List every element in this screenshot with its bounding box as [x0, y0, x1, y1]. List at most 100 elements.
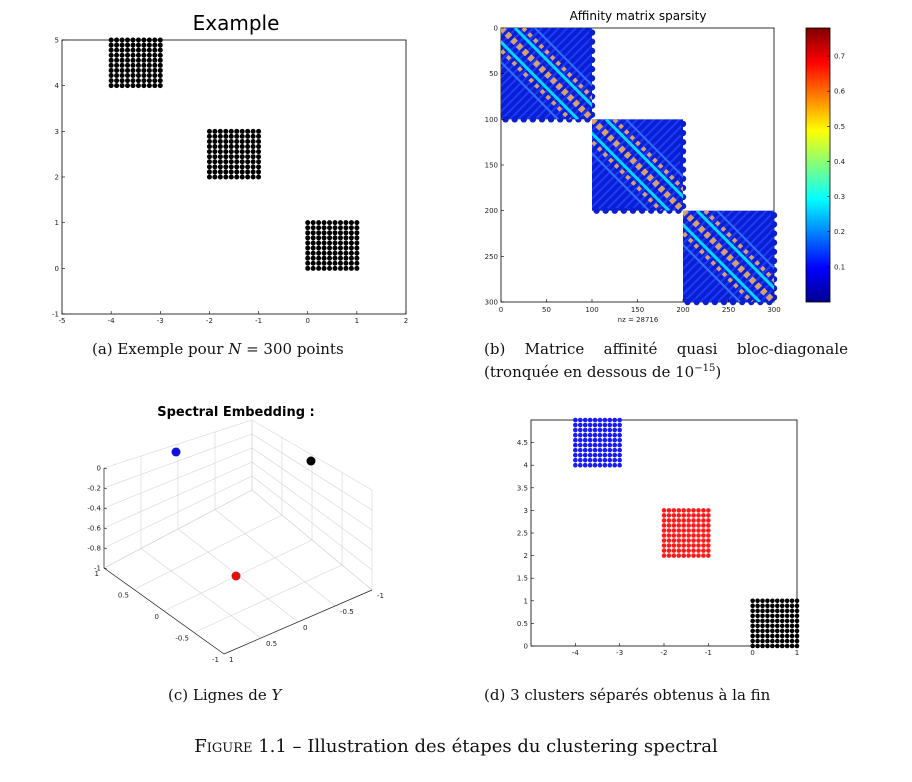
data-point-cluster-3	[348, 220, 354, 226]
data-point-cluster-3	[332, 240, 338, 246]
data-point-cluster-3	[750, 628, 755, 634]
data-point-cluster-3	[784, 638, 790, 644]
embedding-point-black	[306, 456, 316, 466]
data-point-cluster-1	[141, 78, 147, 84]
data-point-cluster-2	[239, 169, 245, 175]
data-point-cluster-2	[234, 169, 240, 175]
data-point-cluster-3	[327, 225, 333, 231]
data-point-cluster-2	[661, 523, 667, 528]
data-point-cluster-1	[157, 62, 163, 68]
data-point-cluster-2	[681, 543, 687, 548]
data-point-cluster-1	[141, 67, 147, 73]
block-edge-dot	[684, 298, 691, 306]
z-tick-mark	[103, 527, 108, 530]
data-point-cluster-2	[239, 164, 245, 170]
data-point-cluster-2	[691, 548, 696, 553]
y-tick-label: -0.5	[175, 635, 189, 643]
caption-b-line2-post: )	[715, 363, 722, 381]
data-point-cluster-1	[152, 52, 158, 58]
data-point-cluster-1	[152, 37, 158, 43]
data-point-cluster-1	[135, 37, 141, 43]
data-point-cluster-3	[784, 643, 790, 649]
data-point-cluster-1	[587, 462, 593, 468]
data-point-cluster-2	[681, 508, 687, 513]
data-point-cluster-1	[582, 447, 588, 453]
data-point-cluster-1	[108, 47, 114, 53]
data-point-cluster-2	[234, 154, 240, 160]
data-point-cluster-2	[701, 533, 706, 538]
data-point-cluster-3	[321, 265, 327, 271]
colorbar-tick-label: 0.3	[834, 193, 845, 201]
data-point-cluster-3	[784, 633, 790, 639]
data-point-cluster-1	[597, 447, 603, 453]
data-point-cluster-3	[750, 623, 755, 629]
data-point-cluster-2	[212, 138, 218, 144]
data-point-cluster-2	[696, 553, 701, 558]
block-edge-dot	[588, 111, 596, 118]
diagonal-band	[703, 210, 774, 283]
data-point-cluster-2	[228, 128, 234, 134]
data-point-cluster-1	[602, 462, 608, 468]
y-tick-label: 0.5	[517, 620, 528, 628]
block-edge-dot	[529, 116, 537, 123]
data-point-cluster-3	[765, 623, 770, 629]
data-point-cluster-1	[141, 83, 147, 89]
data-point-cluster-1	[130, 52, 136, 58]
data-point-cluster-3	[321, 220, 327, 226]
data-point-cluster-3	[765, 638, 770, 644]
data-point-cluster-3	[316, 265, 322, 271]
data-point-cluster-3	[760, 598, 765, 604]
data-point-cluster-3	[316, 245, 322, 251]
block-edge-dot	[647, 207, 655, 214]
data-point-cluster-3	[794, 603, 800, 609]
block-edge-dot	[588, 38, 596, 45]
data-point-cluster-2	[206, 149, 212, 155]
data-point-cluster-3	[760, 623, 765, 629]
data-point-cluster-3	[774, 603, 780, 609]
data-point-cluster-2	[706, 518, 711, 523]
data-point-cluster-1	[130, 57, 136, 63]
x-tick-label: -2	[206, 317, 213, 325]
data-point-cluster-1	[119, 67, 125, 73]
data-point-cluster-3	[755, 638, 760, 644]
data-point-cluster-2	[217, 174, 223, 180]
block-edge-dot	[538, 116, 546, 123]
data-point-cluster-3	[327, 220, 333, 226]
x-tick-label: 0	[750, 649, 754, 657]
data-point-cluster-2	[671, 548, 677, 553]
data-point-cluster-3	[755, 598, 760, 604]
data-point-cluster-1	[108, 73, 114, 79]
data-point-cluster-3	[789, 618, 795, 624]
data-point-cluster-3	[779, 613, 785, 619]
data-point-cluster-2	[245, 128, 251, 134]
data-point-cluster-1	[130, 78, 136, 84]
data-point-cluster-2	[701, 543, 706, 548]
data-point-cluster-1	[607, 437, 613, 443]
data-point-cluster-3	[755, 643, 760, 649]
block-edge-dot	[693, 298, 700, 306]
data-point-cluster-2	[706, 508, 711, 513]
data-point-cluster-1	[125, 57, 131, 63]
data-point-cluster-2	[701, 518, 706, 523]
data-point-cluster-1	[152, 73, 158, 79]
data-point-cluster-2	[661, 543, 667, 548]
data-point-cluster-2	[234, 138, 240, 144]
data-point-cluster-1	[612, 432, 618, 438]
diagonal-band	[513, 28, 592, 108]
data-point-cluster-2	[206, 133, 212, 139]
data-point-cluster-1	[612, 442, 618, 448]
data-point-cluster-1	[125, 52, 131, 58]
data-point-cluster-1	[146, 47, 152, 53]
panel-b-heatmap: Affinity matrix sparsity 0 50 100 150 200 250…	[485, 9, 846, 324]
data-point-cluster-1	[617, 422, 622, 428]
data-point-cluster-3	[750, 608, 755, 614]
data-point-cluster-1	[582, 457, 588, 463]
data-point-cluster-2	[671, 538, 677, 543]
block-edge-dot	[770, 257, 778, 265]
data-point-cluster-1	[602, 437, 608, 443]
panel-c-3d-scatter: Spectral Embedding : 0 -0.2 -0.4 -0.6 -0.8 -1…	[87, 405, 384, 664]
data-point-cluster-1	[152, 47, 158, 53]
data-point-cluster-2	[250, 138, 256, 144]
data-point-cluster-1	[577, 442, 583, 448]
data-point-cluster-3	[779, 603, 785, 609]
